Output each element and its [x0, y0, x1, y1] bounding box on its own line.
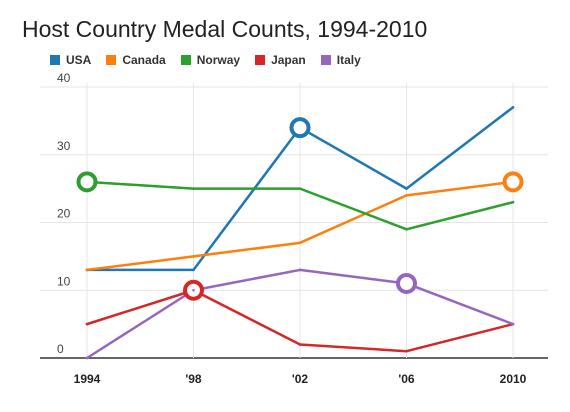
- chart-title: Host Country Medal Counts, 1994-2010: [22, 16, 428, 42]
- data-point-usa-2010: [511, 106, 515, 109]
- legend-item-usa[interactable]: USA: [50, 53, 91, 67]
- y-tick-label-40: 40: [57, 71, 71, 85]
- data-point-usa-06: [405, 187, 408, 190]
- data-point-japan-02: [298, 343, 302, 346]
- data-point-canada-02: [298, 241, 302, 245]
- legend-label-usa: USA: [66, 53, 92, 67]
- data-point-norway-02: [298, 187, 302, 190]
- highlight-marker-usa-02: [289, 117, 311, 139]
- x-tick-label-2010: 2010: [500, 372, 527, 386]
- legend-item-italy[interactable]: Italy: [320, 53, 361, 67]
- data-point-japan-1994: [85, 322, 89, 326]
- data-point-italy-98: [192, 288, 195, 292]
- data-point-japan-06: [405, 349, 408, 353]
- legend-label-canada: Canada: [122, 53, 166, 67]
- legend-label-italy: Italy: [336, 53, 361, 67]
- x-tick-label-06: '06: [398, 372, 415, 386]
- y-tick-label-0: 0: [57, 342, 64, 356]
- legend-item-norway[interactable]: Norway: [180, 53, 241, 67]
- legend: USA Canada Norway Japan Italy: [50, 53, 361, 67]
- y-tick-label-30: 30: [57, 139, 71, 153]
- legend-swatch-usa: [50, 55, 60, 65]
- x-tick-label-02: '02: [292, 372, 309, 386]
- legend-swatch-japan: [255, 55, 266, 65]
- highlight-marker-norway-1994: [76, 171, 98, 193]
- highlight-marker-canada-2010: [502, 171, 524, 193]
- data-point-usa-98: [192, 268, 195, 272]
- legend-label-norway: Norway: [196, 53, 241, 67]
- data-point-norway-98: [192, 187, 195, 190]
- data-point-canada-98: [192, 255, 195, 258]
- legend-label-japan: Japan: [271, 53, 306, 67]
- data-point-italy-1994: [85, 356, 89, 360]
- data-point-italy-02: [298, 268, 302, 272]
- legend-item-japan[interactable]: Japan: [255, 53, 306, 67]
- highlight-marker-italy-06: [396, 272, 417, 294]
- legend-swatch-italy: [320, 55, 331, 65]
- data-point-canada-06: [405, 194, 408, 197]
- data-point-norway-2010: [511, 200, 515, 204]
- legend-swatch-norway: [180, 55, 191, 65]
- data-point-canada-1994: [85, 268, 89, 272]
- data-point-italy-2010: [511, 322, 515, 326]
- y-tick-label-10: 10: [57, 274, 71, 288]
- legend-item-canada[interactable]: Canada: [106, 53, 166, 67]
- data-point-norway-06: [405, 227, 408, 231]
- x-tick-label-1994: 1994: [74, 372, 101, 386]
- x-tick-label-98: '98: [185, 372, 202, 386]
- legend-swatch-canada: [106, 55, 117, 65]
- y-tick-label-20: 20: [57, 207, 71, 221]
